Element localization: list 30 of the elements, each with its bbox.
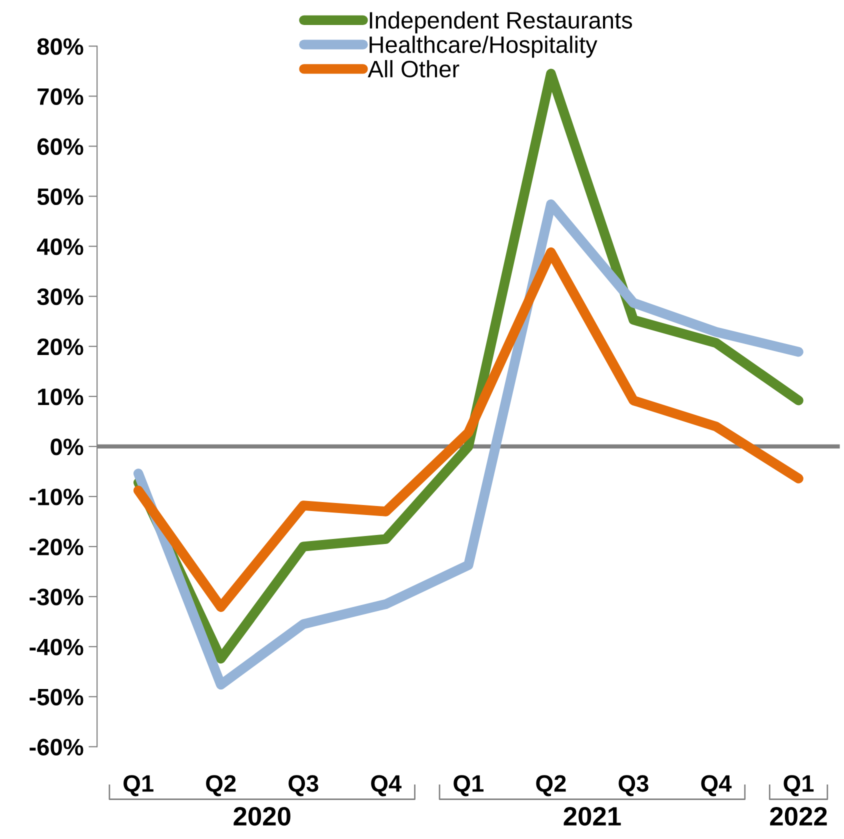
legend-label: All Other [368, 60, 460, 78]
y-tick-label: 70% [38, 88, 84, 105]
y-tick-label: 30% [37, 288, 84, 306]
x-tick-label: Q2 [536, 775, 566, 796]
y-tick-label: -10% [30, 488, 84, 506]
y-tick-label: -20% [30, 538, 84, 556]
text: 2021 [564, 806, 621, 826]
x-tick-label: Q1 [124, 775, 154, 796]
text: 2020 [234, 806, 290, 826]
text: 2022 [770, 806, 827, 826]
x-tick-label: Q2 [206, 775, 236, 796]
x-tick-label: Q4 [371, 775, 402, 796]
x-tick-label: Q1 [454, 775, 484, 796]
y-tick-label: -30% [30, 588, 84, 606]
x-tick-label: Q1 [784, 775, 814, 796]
x-tick-label: Q3 [288, 775, 318, 796]
y-tick-label: 0% [50, 438, 84, 456]
x-tick-label: Q4 [701, 775, 732, 796]
y-tick-label: 60% [37, 138, 84, 156]
y-tick-label: -40% [30, 638, 84, 656]
y-tick-label: 20% [37, 338, 84, 356]
y-tick-label: 10% [38, 388, 84, 406]
legend-label: Independent Restaurants [370, 11, 632, 34]
y-tick-label: -60% [30, 738, 84, 756]
y-tick-label: 50% [37, 188, 84, 206]
y-tick-label: 80% [37, 38, 84, 55]
y-tick-label: -50% [30, 688, 84, 706]
x-tick-label: Q3 [618, 775, 648, 796]
y-tick-label: 40% [36, 238, 84, 256]
legend-label: Healthcare/Hospitality [370, 36, 598, 58]
